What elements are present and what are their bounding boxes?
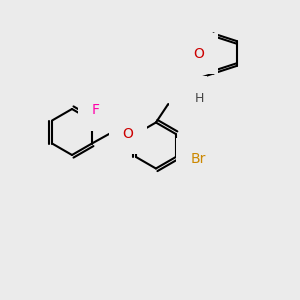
Text: Br: Br [190, 152, 206, 166]
Text: O: O [194, 46, 204, 61]
Text: H: H [195, 92, 205, 105]
Text: F: F [92, 103, 100, 118]
Text: O: O [122, 127, 134, 140]
Text: N: N [183, 89, 193, 103]
